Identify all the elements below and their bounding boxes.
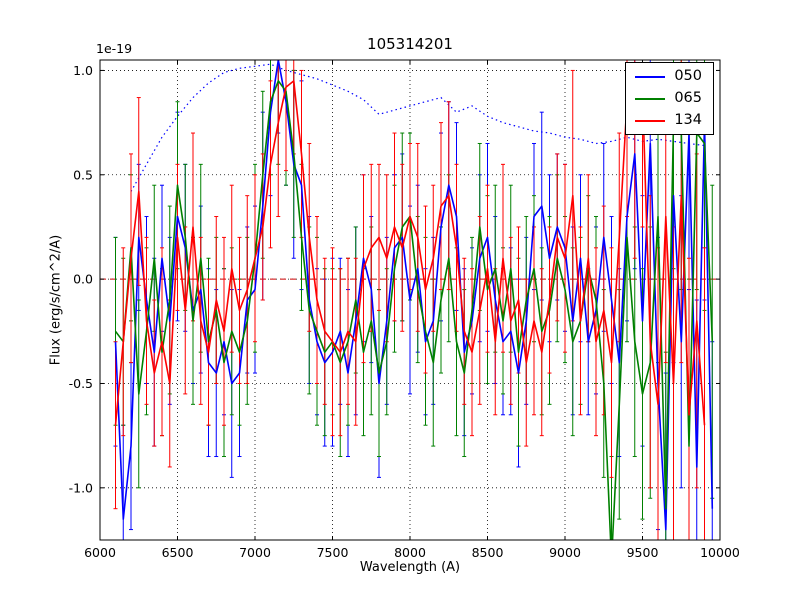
legend-item-065: 065 (635, 90, 702, 107)
y-tick-label: 0.5 (73, 167, 93, 182)
legend-item-134: 134 (635, 112, 702, 129)
legend: 050 065 134 (625, 62, 714, 135)
x-tick-label: 8500 (472, 545, 504, 560)
legend-swatch-050 (635, 75, 666, 78)
y-tick-label: -0.5 (69, 376, 93, 391)
legend-swatch-134 (635, 119, 666, 122)
legend-swatch-065 (635, 97, 666, 100)
tick-labels: 6000 6500 7000 7500 8000 8500 9000 9500 10000 -1.… (69, 63, 740, 560)
data-layer (113, 60, 715, 540)
tick-marks (99, 60, 721, 540)
y-tick-label: 1.0 (73, 63, 93, 78)
y-tick-label: -1.0 (69, 480, 93, 495)
x-tick-label: 6000 (84, 545, 116, 560)
y-axis-offset-text: 1e-19 (96, 41, 133, 56)
series-line-134 (114, 80, 706, 426)
x-tick-label: 7500 (317, 545, 349, 560)
legend-item-050: 050 (635, 68, 702, 85)
y-axis-label: Flux (erg/s/cm^2/A) (48, 234, 64, 366)
x-tick-label: 8000 (394, 545, 426, 560)
y-tick-label: 0.0 (73, 272, 93, 287)
x-tick-label: 9500 (627, 545, 659, 560)
x-tick-label: 9000 (549, 545, 581, 560)
series-line-050 (114, 60, 714, 531)
plot-title: 105314201 (367, 35, 453, 53)
x-axis-label: Wavelength (A) (359, 560, 461, 575)
legend-label-050: 050 (674, 68, 702, 84)
overlay-curve-throughput (130, 63, 705, 192)
x-tick-label: 10000 (700, 545, 740, 560)
x-tick-label: 7000 (239, 545, 271, 560)
legend-label-065: 065 (674, 90, 702, 106)
axes-frame (99, 59, 721, 541)
series-line-065 (114, 80, 714, 540)
legend-label-134: 134 (674, 112, 702, 128)
x-tick-label: 6500 (162, 545, 194, 560)
